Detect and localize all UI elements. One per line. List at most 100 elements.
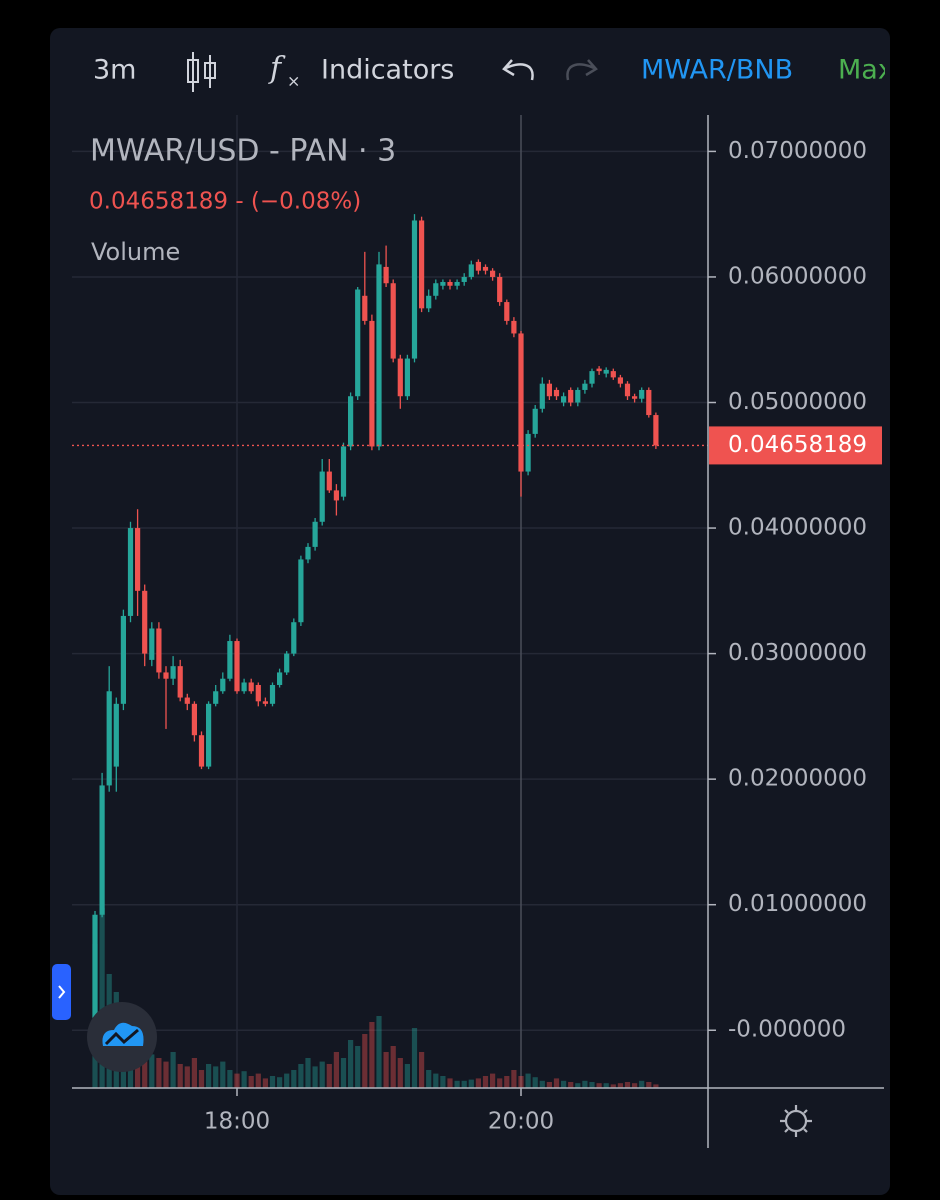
- volume-bar: [639, 1080, 645, 1088]
- volume-bar: [433, 1073, 439, 1088]
- volume-bar: [227, 1070, 233, 1088]
- candle-body: [575, 389, 581, 403]
- candle-body: [447, 281, 453, 286]
- candle-body: [156, 628, 162, 673]
- candle-body: [411, 220, 418, 359]
- x-tick-label: 18:00: [204, 1109, 270, 1135]
- candle-body: [553, 389, 560, 397]
- volume-bar: [404, 1064, 410, 1088]
- candle-body: [511, 320, 517, 334]
- candle-body: [284, 653, 290, 673]
- volume-bar: [333, 1052, 339, 1088]
- y-tick-label: 0.04000000: [728, 515, 867, 541]
- candle-body: [490, 270, 496, 277]
- candle-body: [646, 389, 652, 416]
- x-tick-label: 20:00: [488, 1109, 554, 1135]
- candle-body: [333, 490, 339, 501]
- volume-bar: [355, 1046, 361, 1088]
- candle-body: [92, 914, 98, 1018]
- volume-bar: [319, 1061, 325, 1088]
- candle-body: [532, 408, 538, 434]
- volume-bar: [440, 1076, 446, 1088]
- candle-body: [404, 358, 410, 397]
- volume-bar: [419, 1052, 425, 1088]
- volume-bar: [525, 1073, 531, 1088]
- interval-button[interactable]: 3m: [93, 55, 136, 86]
- candle-body: [561, 396, 567, 403]
- candle-body: [198, 735, 205, 767]
- volume-bar: [255, 1073, 261, 1088]
- volume-bar: [241, 1071, 247, 1088]
- candle-body: [355, 289, 361, 397]
- indicators-button[interactable]: Indicators: [321, 55, 454, 86]
- volume-bar: [596, 1083, 602, 1088]
- y-tick-label: 0.02000000: [728, 766, 867, 792]
- max-button[interactable]: Max: [838, 55, 894, 86]
- chart-type-button[interactable]: [187, 52, 216, 92]
- candle-body: [362, 295, 368, 321]
- volume-bar: [653, 1084, 659, 1088]
- last-price-box: [709, 426, 882, 465]
- candle-body: [369, 320, 375, 447]
- candles: [72, 214, 708, 1024]
- y-tick-label: 0.03000000: [728, 640, 867, 666]
- volume-bar: [561, 1080, 567, 1088]
- volume-bar: [156, 1058, 162, 1088]
- candle-body: [234, 641, 240, 692]
- candle-body: [632, 396, 638, 399]
- volume-bar: [213, 1066, 219, 1088]
- candle-body: [213, 691, 219, 704]
- volume-bar: [326, 1064, 332, 1088]
- candle-body: [191, 703, 197, 736]
- candle-body: [170, 666, 176, 679]
- volume-bar: [362, 1034, 368, 1088]
- volume-bar: [277, 1077, 283, 1088]
- volume-bar: [568, 1082, 574, 1088]
- candle-body: [482, 266, 489, 271]
- candle-body: [262, 701, 268, 704]
- candle-body: [127, 528, 134, 616]
- volume-bar: [504, 1076, 510, 1088]
- settings-button[interactable]: [780, 1105, 812, 1137]
- candle-body: [177, 666, 183, 698]
- volume-bar: [340, 1058, 347, 1088]
- volume-bar: [284, 1073, 290, 1088]
- side-toggle[interactable]: [52, 964, 71, 1020]
- candle-body: [142, 590, 148, 654]
- volume-bar: [482, 1076, 489, 1088]
- volume-bar: [475, 1078, 481, 1088]
- volume-bar: [575, 1083, 581, 1088]
- volume-bar: [348, 1040, 354, 1088]
- volume-bar: [142, 1052, 148, 1088]
- candle-body: [525, 433, 531, 472]
- candle-body: [461, 276, 467, 282]
- symbol-title: MWAR/USD - PAN · 3: [90, 134, 396, 169]
- y-tick-label: 0.07000000: [728, 138, 867, 164]
- volume-bar: [553, 1078, 560, 1088]
- y-tick-label: -0.000000: [728, 1017, 846, 1043]
- volume-bar: [397, 1058, 403, 1088]
- candle-body: [269, 684, 276, 704]
- volume-bar: [291, 1070, 297, 1088]
- candle-body: [184, 697, 190, 704]
- candle-body: [603, 369, 609, 374]
- compare-symbol[interactable]: MWAR/BNB: [641, 55, 793, 86]
- volume-bar: [305, 1058, 311, 1088]
- volume-bar: [511, 1070, 517, 1088]
- logo-line: [104, 1028, 139, 1046]
- candle-body: [475, 261, 481, 271]
- candle-body: [248, 682, 254, 692]
- candle-body: [255, 684, 261, 702]
- redo-button[interactable]: [566, 59, 598, 81]
- candle-body: [312, 521, 318, 547]
- candle-body: [518, 333, 524, 472]
- candle-body: [326, 471, 332, 491]
- volume-bar: [589, 1082, 595, 1088]
- undo-button[interactable]: [502, 59, 534, 81]
- volume-bar: [177, 1064, 183, 1088]
- candle-body: [497, 276, 503, 303]
- volume-bar: [149, 1054, 155, 1088]
- volume-bar: [163, 1061, 169, 1088]
- candle-body: [220, 678, 226, 692]
